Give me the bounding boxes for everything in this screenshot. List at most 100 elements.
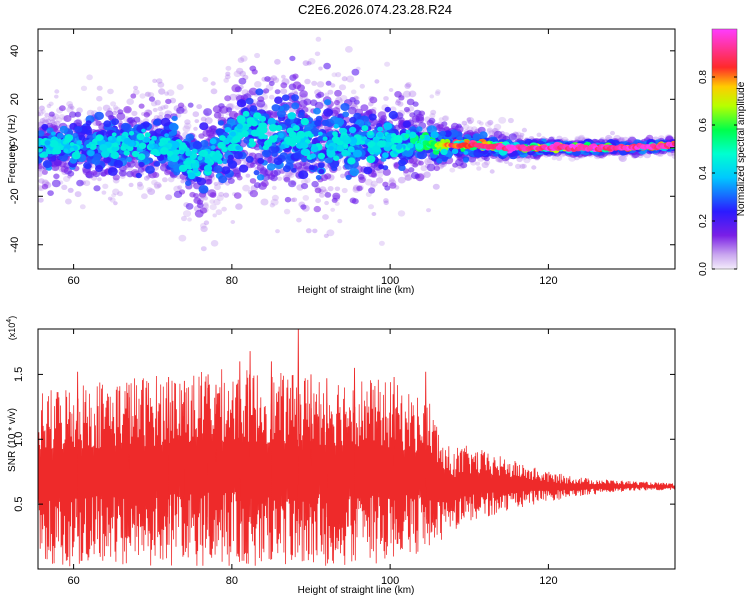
- spectrogram-cell: [420, 165, 428, 172]
- spectrogram-cell: [210, 125, 217, 131]
- spectrogram-cell: [237, 57, 245, 63]
- spectrogram-cell: [347, 106, 357, 115]
- spectrogram-cell: [64, 134, 74, 142]
- spectrogram-cell: [258, 115, 267, 122]
- spectrogram-cell: [471, 126, 478, 133]
- spectrogram-cell: [288, 172, 295, 178]
- snr-marks: [38, 329, 675, 567]
- spectrogram-cell: [260, 198, 269, 206]
- spectrogram-cell: [478, 121, 484, 126]
- spectrogram-cell: [84, 163, 92, 170]
- spectrogram-cell: [466, 117, 472, 122]
- spectrogram-cell: [432, 183, 440, 190]
- spectrogram-cell: [382, 168, 391, 176]
- spectrogram-cell: [383, 198, 389, 204]
- spectrogram-cell: [324, 200, 329, 206]
- spectrogram-cell: [467, 120, 473, 125]
- spectrogram-cell: [410, 171, 420, 180]
- spectrogram-cell: [112, 142, 119, 148]
- spectrogram-cell: [112, 174, 120, 181]
- spectrogram-cell: [99, 144, 108, 151]
- spectrogram-cell: [224, 74, 231, 80]
- spectrogram-cell: [210, 145, 216, 150]
- spectrogram-cell: [266, 131, 272, 137]
- spectrogram-cell: [112, 110, 118, 116]
- spectrogram-cell: [292, 73, 299, 79]
- spectrogram-cell: [368, 187, 376, 194]
- spectrogram-cell: [107, 136, 113, 141]
- spectrogram-cell: [103, 156, 111, 164]
- spectrogram-cell: [154, 99, 161, 106]
- spectrogram-cell: [152, 119, 160, 126]
- spectrogram-cell: [253, 182, 261, 189]
- spectrogram-cell: [232, 167, 241, 175]
- spectrogram-cell: [383, 96, 389, 101]
- spectrogram-cell: [300, 183, 309, 190]
- spectrogram-cell: [428, 117, 436, 124]
- spectrogram-cell: [180, 179, 185, 184]
- spectrogram-y-tick-label: 20: [9, 93, 21, 105]
- spectrogram-cell: [242, 184, 251, 192]
- spectrogram-cell: [349, 116, 357, 124]
- spectrogram-cell: [238, 164, 249, 173]
- spectrogram-cell: [210, 240, 219, 247]
- spectrogram-cell: [225, 71, 231, 77]
- spectrogram-cell: [113, 201, 118, 206]
- spectrogram-cell: [323, 62, 331, 70]
- spectrogram-cell: [398, 164, 406, 171]
- spectrogram-cell: [102, 183, 109, 189]
- spectrogram-cell: [335, 72, 342, 78]
- spectrogram-cell: [166, 89, 175, 96]
- spectrogram-cell: [430, 109, 437, 115]
- spectrogram-cell: [398, 119, 405, 125]
- spectrogram-cell: [203, 196, 209, 201]
- spectrogram-cell: [324, 192, 332, 198]
- snr-peak: [248, 351, 252, 524]
- spectrogram-cell: [333, 99, 340, 106]
- spectrogram-cell: [416, 126, 423, 132]
- snr-x-tick-label: 120: [539, 575, 557, 587]
- spectrogram-cell: [97, 177, 102, 182]
- spectrogram-cell: [253, 81, 262, 88]
- spectrogram-cell: [176, 106, 185, 114]
- spectrogram-cell: [54, 89, 60, 94]
- spectrogram-cell: [340, 103, 350, 111]
- spectrogram-cell: [138, 142, 147, 150]
- spectrogram-cell: [360, 140, 366, 145]
- spectrogram-cell: [384, 185, 391, 191]
- spectrogram-cell: [291, 167, 297, 173]
- snr-peak: [214, 384, 218, 524]
- spectrogram-cell: [341, 149, 350, 157]
- spectrogram-cell: [291, 94, 299, 102]
- spectrogram-cell: [326, 131, 333, 137]
- spectrogram-cell: [101, 150, 110, 158]
- spectrogram-cell: [138, 103, 145, 109]
- spectrogram-cell: [493, 130, 503, 139]
- spectrogram-cell: [193, 193, 199, 199]
- spectrogram-cell: [408, 167, 415, 173]
- spectrogram-cell: [107, 167, 118, 176]
- spectrogram-cell: [476, 120, 482, 124]
- spectrogram-cell: [318, 192, 325, 198]
- spectrogram-cell: [63, 115, 72, 122]
- snr-y-multiplier: (x104): [6, 316, 17, 340]
- spectrogram-cell: [249, 105, 258, 112]
- spectrogram-cell: [318, 168, 325, 174]
- spectrogram-cell: [515, 131, 522, 137]
- spectrogram-cell: [120, 146, 126, 151]
- spectrogram-cell: [41, 179, 49, 186]
- spectrogram-cell: [227, 154, 234, 160]
- spectrogram-cell: [378, 240, 385, 246]
- spectrogram-cell: [418, 110, 426, 117]
- spectrogram-cell: [268, 124, 278, 132]
- spectrogram-cell: [242, 110, 250, 117]
- spectrogram-cell: [317, 135, 324, 142]
- spectrogram-x-tick-label: 80: [226, 275, 238, 287]
- spectrogram-cell: [39, 153, 45, 158]
- spectrogram-cell: [320, 174, 329, 182]
- spectrogram-cell: [269, 94, 275, 100]
- spectrogram-cell: [74, 191, 82, 198]
- spectrogram-cell: [486, 127, 493, 133]
